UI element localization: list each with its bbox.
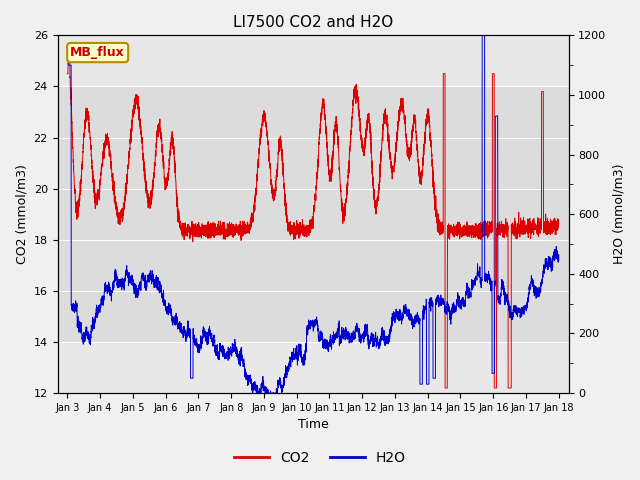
Y-axis label: CO2 (mmol/m3): CO2 (mmol/m3)	[15, 164, 28, 264]
Legend: CO2, H2O: CO2, H2O	[228, 445, 412, 471]
Title: LI7500 CO2 and H2O: LI7500 CO2 and H2O	[233, 15, 393, 30]
Y-axis label: H2O (mmol/m3): H2O (mmol/m3)	[612, 164, 625, 264]
X-axis label: Time: Time	[298, 419, 328, 432]
Bar	[58, 86, 568, 342]
Text: MB_flux: MB_flux	[70, 46, 125, 59]
